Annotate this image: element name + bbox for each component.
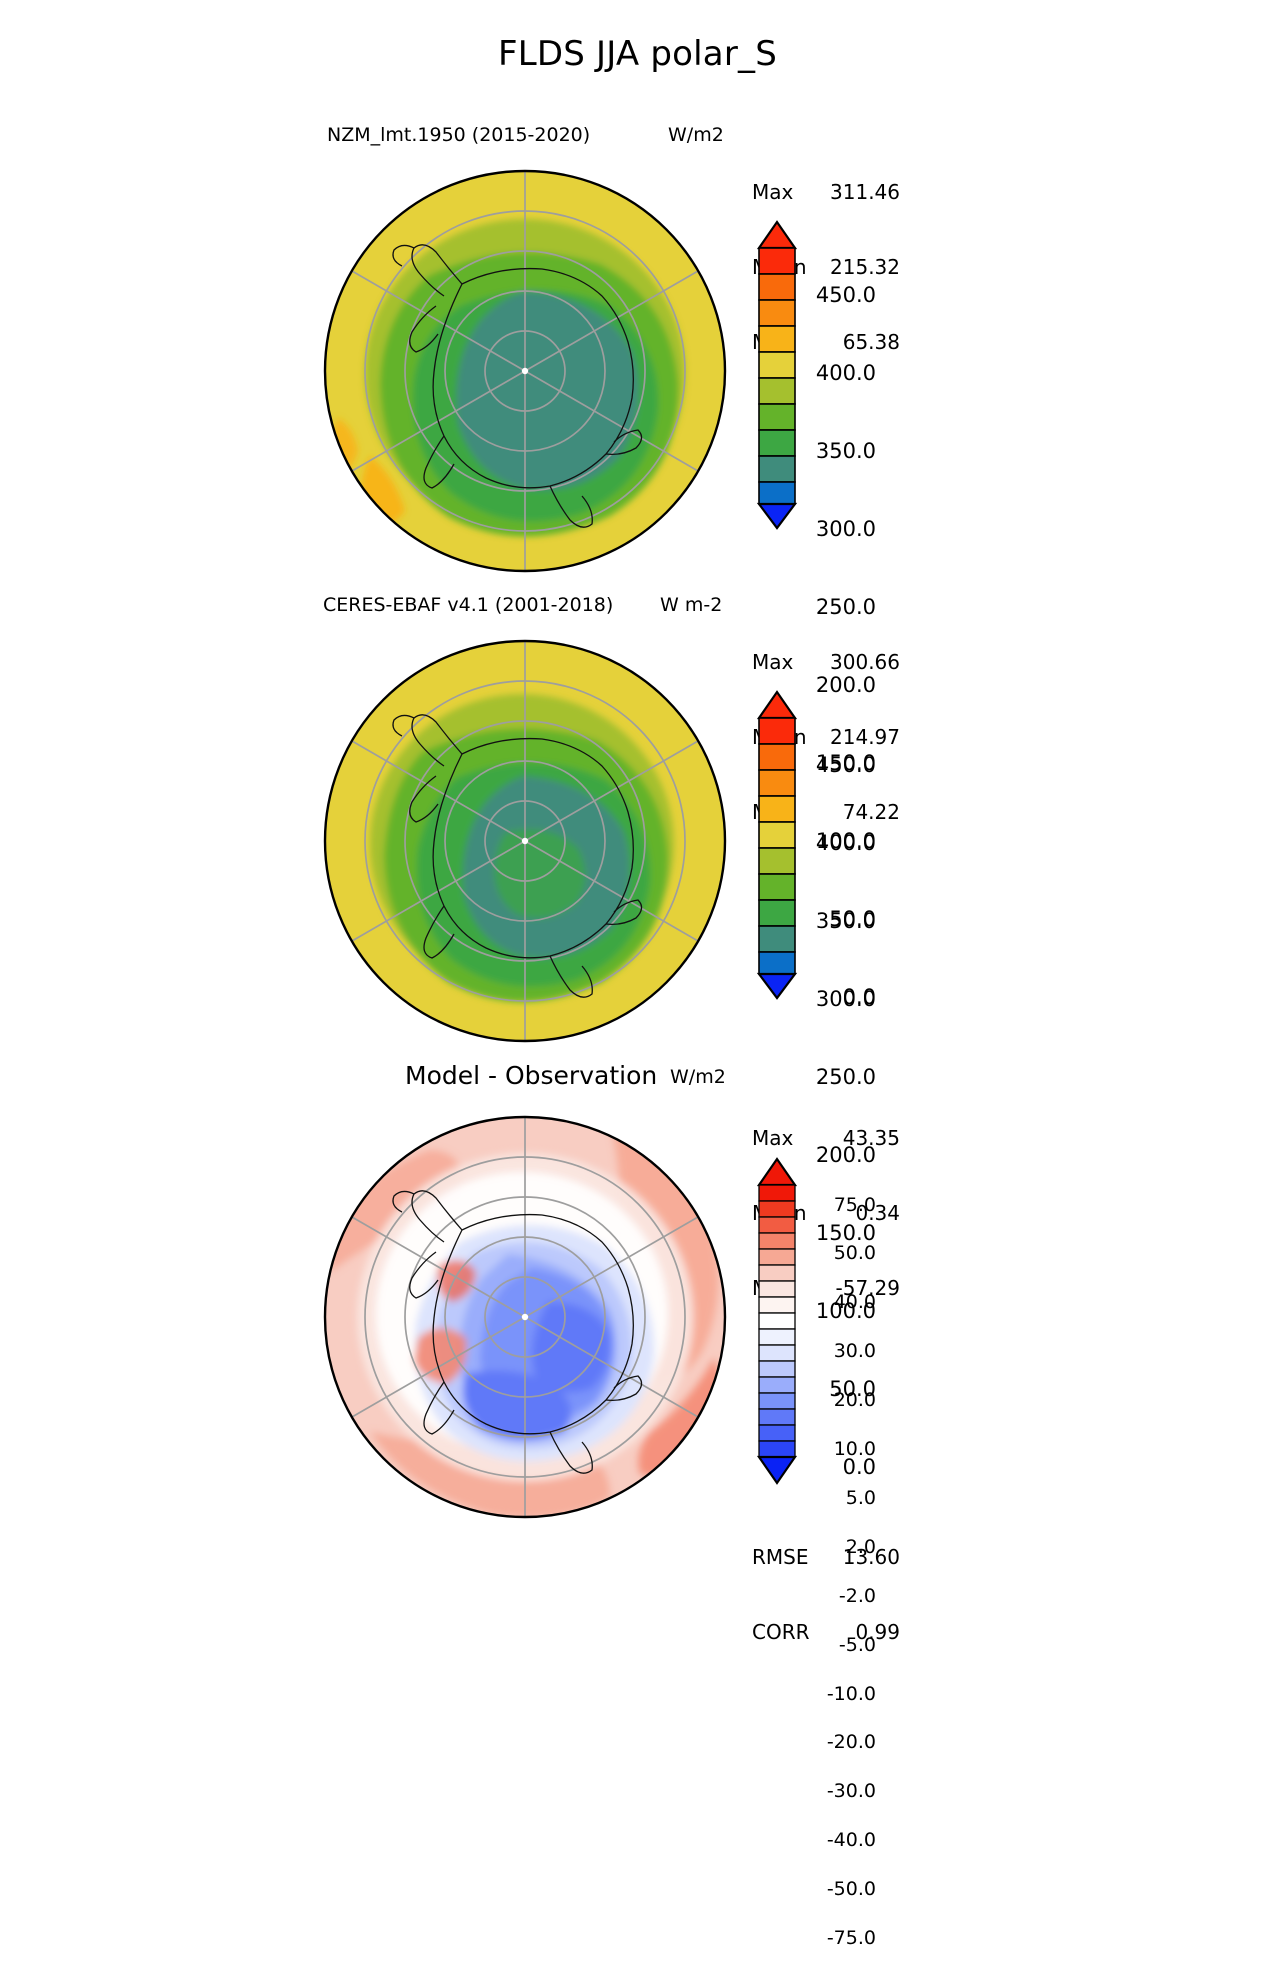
cb-tick: 350.0	[815, 439, 876, 463]
cb-tick: 20.0	[833, 1389, 876, 1412]
stat-mean-value: 0.34	[855, 1201, 900, 1225]
cb-tick: 450.0	[815, 283, 876, 307]
cb-tick: 250.0	[815, 595, 876, 619]
stat-mean-value: 214.97	[830, 725, 900, 749]
cb-tick: -20.0	[826, 1731, 876, 1754]
cb-tick: 50.0	[829, 1377, 876, 1401]
stat-max-value: 43.35	[842, 1126, 900, 1150]
colorbar-observation	[756, 688, 798, 1000]
cb-tick: 300.0	[815, 987, 876, 1011]
cb-tick: 40.0	[833, 1291, 876, 1314]
map-observation-svg	[323, 639, 727, 1043]
cb-tick: 450.0	[815, 753, 876, 777]
panel-observation-title: CERES-EBAF v4.1 (2001-2018)	[323, 594, 614, 616]
cb-tick: -75.0	[826, 1926, 876, 1949]
stat-max-label: Max	[752, 180, 794, 204]
figure-canvas: FLDS JJA polar_S NZM_lmt.1950 (2015-2020…	[0, 34, 1275, 1948]
corr-label: CORR	[752, 1620, 810, 1644]
cb-tick: 75.0	[833, 1193, 876, 1216]
map-observation-border	[323, 639, 727, 1043]
cb-tick: 5.0	[845, 1486, 876, 1509]
south-pole-marker	[521, 367, 529, 375]
stat-min-value: 74.22	[842, 800, 900, 824]
stat-max-label: Max	[752, 650, 794, 674]
panel-difference-units: W/m2	[670, 1066, 726, 1088]
colorbar-difference	[756, 1157, 798, 1485]
stat-min-value: -57.29	[835, 1276, 900, 1300]
cb-tick: -50.0	[826, 1878, 876, 1901]
stat-min-value: 65.38	[842, 330, 900, 354]
footer-stats: RMSE 13.60 CORR 0.99	[752, 1495, 900, 1695]
cb-tick: 2.0	[845, 1535, 876, 1558]
panel-difference-title: Model - Observation	[405, 1061, 658, 1090]
map-difference	[310, 1102, 740, 1532]
panel-model-title: NZM_lmt.1950 (2015-2020)	[327, 124, 591, 146]
cb-tick: 200.0	[815, 1143, 876, 1167]
map-model-svg	[323, 169, 727, 573]
cb-tick: 300.0	[815, 517, 876, 541]
panel-observation-units: W m-2	[660, 594, 723, 616]
cb-tick: 0.0	[842, 985, 876, 1009]
stat-mean-value: 215.32	[830, 255, 900, 279]
cb-tick: 0.0	[842, 1455, 876, 1479]
cb-tick: 400.0	[815, 831, 876, 855]
cb-tick: 50.0	[829, 907, 876, 931]
cb-tick: 30.0	[833, 1340, 876, 1363]
map-model	[310, 156, 740, 586]
cb-tick: 150.0	[815, 1221, 876, 1245]
rmse-value: 13.60	[842, 1545, 900, 1569]
colorbar-model-labels: 450.0 400.0 350.0 300.0 250.0 200.0 150.…	[800, 230, 876, 1062]
cb-tick: 100.0	[815, 829, 876, 853]
colorbar-observation-labels: 450.0 400.0 350.0 300.0 250.0 200.0 150.…	[800, 700, 876, 1532]
cb-tick: -5.0	[838, 1633, 876, 1656]
rmse-label: RMSE	[752, 1545, 809, 1569]
coastline-model	[392, 244, 643, 528]
cb-tick: 150.0	[815, 751, 876, 775]
map-difference-border	[323, 1115, 727, 1519]
colorbar-observation-svg	[756, 690, 798, 1000]
cb-tick: 50.0	[833, 1242, 876, 1265]
corr-value: 0.99	[855, 1620, 900, 1644]
stat-max-value: 300.66	[830, 650, 900, 674]
south-pole-marker	[521, 837, 529, 845]
cb-tick: 100.0	[815, 1299, 876, 1323]
panel-observation: CERES-EBAF v4.1 (2001-2018) W m-2 Max 300…	[0, 590, 1275, 1479]
map-observation	[310, 626, 740, 1056]
cb-tick: -2.0	[838, 1584, 876, 1607]
cb-tick: 350.0	[815, 909, 876, 933]
panel-model: NZM_lmt.1950 (2015-2020) W/m2 Max 311.46 …	[0, 120, 1275, 1009]
cb-tick: -30.0	[826, 1780, 876, 1803]
stat-max-value: 311.46	[830, 180, 900, 204]
colorbar-model	[756, 218, 798, 530]
cb-tick: 400.0	[815, 361, 876, 385]
coastline-difference	[392, 1190, 643, 1474]
cb-tick: -40.0	[826, 1829, 876, 1852]
panel-model-units: W/m2	[668, 124, 724, 146]
map-model-border	[323, 169, 727, 573]
cb-tick: 250.0	[815, 1065, 876, 1089]
south-pole-marker	[521, 1313, 529, 1321]
map-difference-svg	[323, 1115, 727, 1519]
coastline-observation	[392, 714, 643, 998]
figure-title: FLDS JJA polar_S	[497, 34, 778, 74]
cb-tick: 200.0	[815, 673, 876, 697]
cb-tick: 10.0	[833, 1438, 876, 1461]
colorbar-difference-svg	[756, 1157, 798, 1485]
stat-max-label: Max	[752, 1126, 794, 1150]
colorbar-model-svg	[756, 220, 798, 530]
